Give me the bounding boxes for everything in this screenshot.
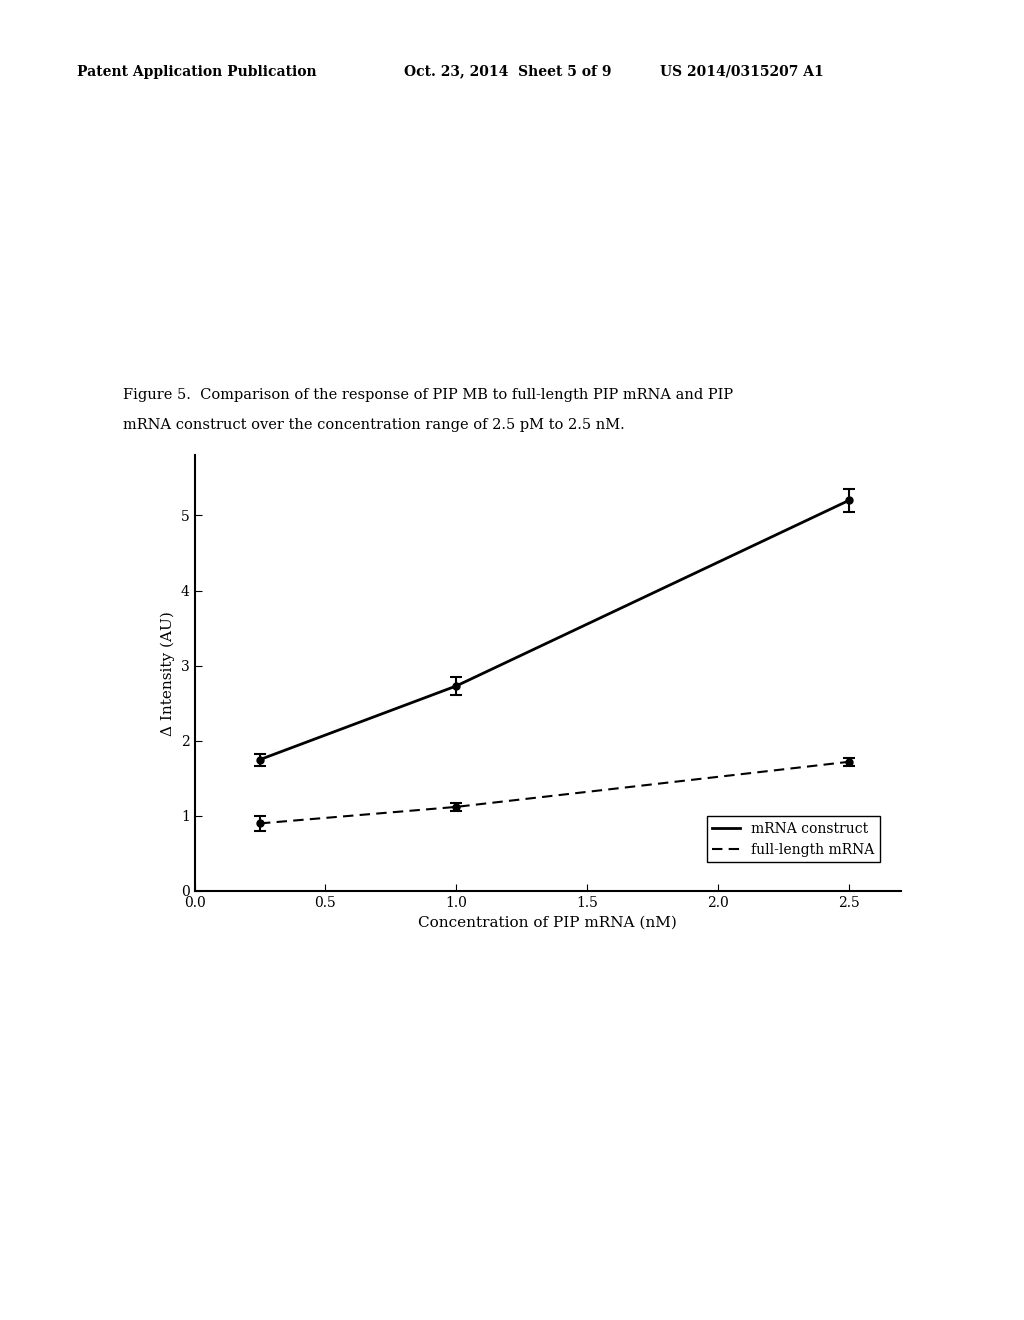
X-axis label: Concentration of PIP mRNA (nM): Concentration of PIP mRNA (nM) [419,915,677,929]
Text: US 2014/0315207 A1: US 2014/0315207 A1 [660,65,824,79]
Text: Patent Application Publication: Patent Application Publication [77,65,316,79]
Legend: mRNA construct, full-length mRNA: mRNA construct, full-length mRNA [707,816,880,862]
Y-axis label: Δ Intensity (AU): Δ Intensity (AU) [161,611,175,735]
Text: Oct. 23, 2014  Sheet 5 of 9: Oct. 23, 2014 Sheet 5 of 9 [404,65,612,79]
Text: Figure 5.  Comparison of the response of PIP MB to full-length PIP mRNA and PIP: Figure 5. Comparison of the response of … [123,388,733,403]
Text: mRNA construct over the concentration range of 2.5 pM to 2.5 nM.: mRNA construct over the concentration ra… [123,418,625,433]
